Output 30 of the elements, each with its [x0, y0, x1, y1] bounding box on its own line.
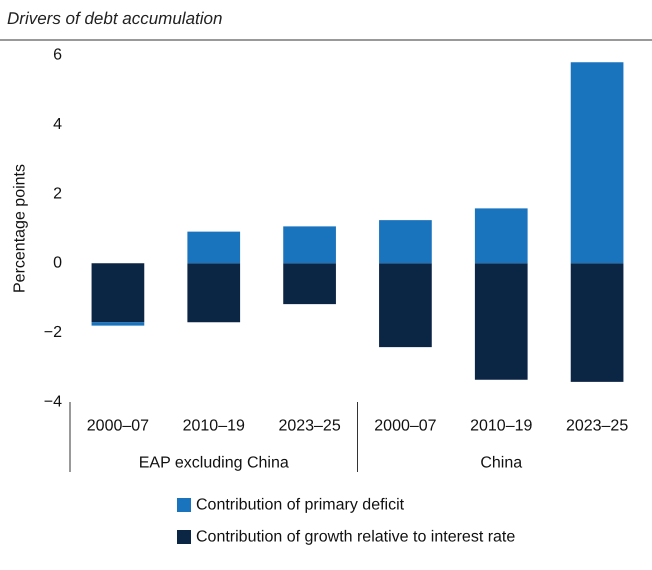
text: China	[480, 454, 522, 472]
y-tick-label: −4	[44, 394, 62, 410]
y-tick-label: 4	[53, 116, 62, 133]
x-tick-label: 2023–25	[566, 418, 628, 434]
bar	[92, 322, 144, 326]
y-axis-title: Percentage points	[12, 164, 28, 293]
bar	[474, 208, 528, 264]
bar	[187, 232, 240, 264]
x-tick-label: 2000–07	[374, 418, 437, 434]
chart-title: Drivers of debt accumulation	[7, 9, 222, 28]
bar	[92, 263, 144, 322]
x-tick-label: 2010–19	[182, 418, 245, 434]
legend-label: Contribution of growth relative to interest rate	[196, 528, 516, 546]
bar	[379, 220, 432, 264]
y-tick-label: 6	[53, 46, 62, 64]
bar	[283, 263, 336, 304]
x-tick-label: 2000–07	[86, 418, 150, 434]
y-tick-label: 2	[53, 185, 62, 202]
bar	[570, 62, 624, 264]
bar	[474, 263, 528, 380]
bar	[187, 263, 240, 322]
text: EAP excluding China	[138, 454, 289, 472]
bar	[570, 263, 624, 382]
y-tick-label: −2	[44, 324, 62, 342]
x-tick-label: 2010–19	[470, 418, 532, 434]
bar	[379, 263, 432, 348]
bar	[283, 226, 336, 264]
legend-label: Contribution of primary deficit	[196, 496, 405, 514]
y-tick-label: 0	[53, 254, 62, 272]
x-tick-label: 2023–25	[278, 418, 341, 434]
